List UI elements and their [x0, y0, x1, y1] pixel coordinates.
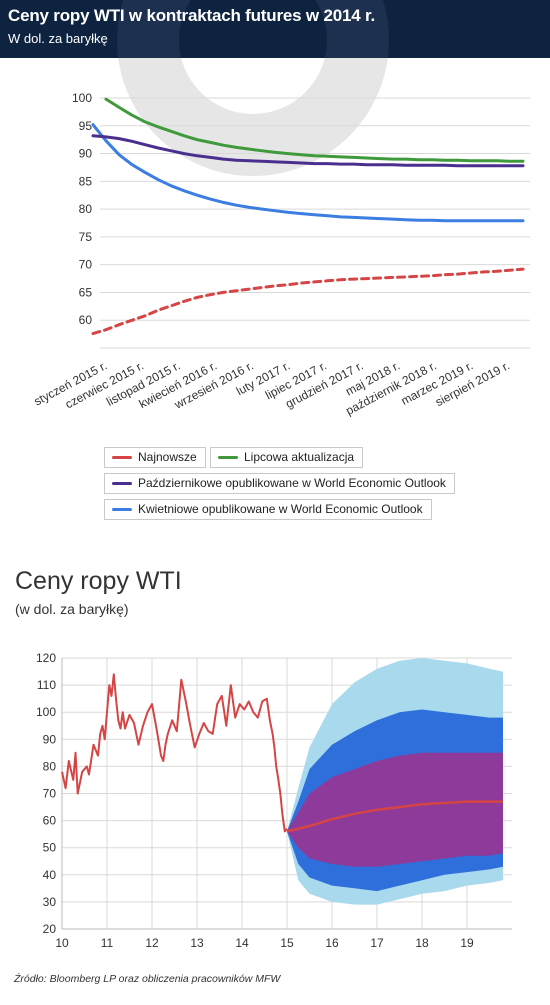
y-tick-label: 20	[43, 922, 57, 936]
y-tick-label: 30	[43, 895, 57, 909]
x-tick-label: 14	[235, 936, 249, 950]
y-tick-label: 95	[79, 119, 93, 133]
y-tick-label: 85	[79, 174, 93, 188]
x-tick-label: 15	[280, 936, 294, 950]
legend-item-kwietniowe[interactable]: Kwietniowe opublikowane w World Economic…	[104, 499, 432, 520]
chart-title: Ceny ropy WTI w kontraktach futures w 20…	[8, 6, 375, 25]
x-tick-label: 16	[325, 936, 339, 950]
y-tick-label: 100	[36, 705, 56, 719]
x-tick-label: 18	[415, 936, 429, 950]
historical-price-line	[61, 673, 288, 833]
source-note: Źródło: Bloomberg LP oraz obliczenia pra…	[14, 973, 281, 985]
series-pazdziernikowe-line	[91, 134, 525, 168]
fan-band-inner	[287, 752, 503, 867]
y-tick-label: 60	[43, 814, 57, 828]
y-tick-label: 65	[79, 285, 93, 299]
chart2-title: Ceny ropy WTI	[15, 567, 182, 595]
y-tick-label: 100	[72, 91, 92, 105]
y-tick-label: 90	[43, 732, 57, 746]
forecast-median-line	[286, 800, 503, 833]
y-tick-label: 50	[43, 841, 57, 855]
y-tick-label: 120	[36, 651, 56, 665]
legend-swatch-kwietniowe	[112, 508, 132, 511]
header-band: Ceny ropy WTI w kontraktach futures w 20…	[0, 0, 550, 58]
y-tick-label: 70	[79, 258, 93, 272]
watermark-ring	[118, 58, 388, 176]
legend-label: Lipcowa aktualizacja	[244, 450, 355, 464]
legend-item-pazdziernikowe[interactable]: Październikowe opublikowane w World Econ…	[104, 473, 455, 494]
series-kwietniowe-line	[91, 123, 525, 223]
y-tick-label: 110	[37, 678, 56, 692]
chart2-subtitle: (w dol. za baryłkę)	[15, 601, 129, 617]
y-tick-label: 40	[43, 868, 57, 882]
x-tick-label: 17	[370, 936, 384, 950]
x-tick-label: 11	[101, 936, 114, 950]
y-tick-label: 80	[43, 759, 57, 773]
watermark-logo	[117, 0, 389, 58]
legend-label: Kwietniowe opublikowane w World Economic…	[138, 502, 423, 516]
legend-swatch-pazdziernikowe	[112, 482, 132, 485]
y-tick-label: 90	[79, 147, 93, 161]
legend-item-lipcowa[interactable]: Lipcowa aktualizacja	[210, 447, 364, 468]
x-tick-label: 13	[190, 936, 204, 950]
y-tick-label: 60	[79, 313, 93, 327]
y-tick-label: 70	[43, 787, 57, 801]
y-tick-label: 80	[79, 202, 93, 216]
x-tick-label: 12	[145, 936, 159, 950]
y-tick-label: 75	[79, 230, 93, 244]
legend-item-najnowsze[interactable]: Najnowsze	[104, 447, 206, 468]
series-lipcowa-line	[104, 97, 525, 163]
chart-subtitle: W dol. za baryłkę	[8, 31, 108, 46]
x-tick-label: 19	[460, 936, 474, 950]
legend-label: Najnowsze	[138, 450, 197, 464]
series-najnowsze-line	[91, 267, 525, 336]
x-tick-label: 10	[55, 936, 69, 950]
legend-swatch-najnowsze	[112, 456, 132, 459]
legend-label: Październikowe opublikowane w World Econ…	[138, 476, 446, 490]
wti-fan-chart: 20 30 40 50 60 70 80 90 100 110 120 10 11 12 13 14 15 16 1…	[36, 651, 512, 950]
legend-swatch-lipcowa	[218, 456, 238, 459]
